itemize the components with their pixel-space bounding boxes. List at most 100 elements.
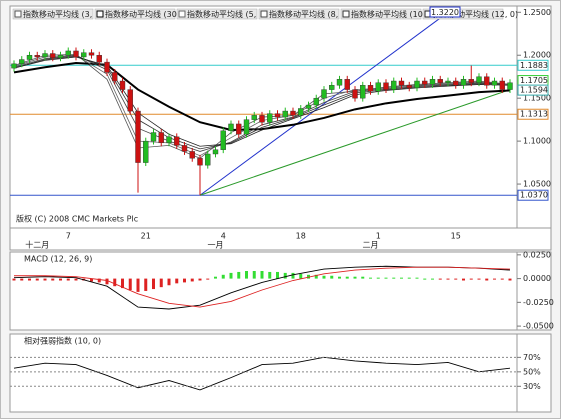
candle-body <box>321 89 327 99</box>
candle-body <box>104 61 110 73</box>
histogram-bar <box>167 278 171 286</box>
moving-average <box>13 56 511 147</box>
candle-body <box>127 89 133 112</box>
price-tag <box>517 108 549 120</box>
trendline <box>199 11 449 196</box>
candle-body <box>11 63 17 69</box>
candle-body <box>484 76 490 86</box>
candle-body <box>205 153 211 166</box>
histogram-bar <box>121 278 124 289</box>
candle-body <box>383 82 389 90</box>
histogram-bar <box>51 278 55 281</box>
price-tag <box>517 189 549 201</box>
candle-body <box>391 80 397 90</box>
candle-body <box>313 97 319 106</box>
legend-swatch <box>260 10 268 18</box>
histogram-bar <box>299 273 303 279</box>
histogram-bar <box>431 278 434 280</box>
candle-body <box>267 113 273 123</box>
candle-body <box>352 89 358 99</box>
histogram-bar <box>198 278 202 281</box>
y-tick-label: 0.0000 <box>523 274 551 283</box>
candle-body <box>150 132 157 142</box>
candle-body <box>290 110 296 116</box>
candle-body <box>453 80 459 86</box>
histogram-bar <box>276 271 279 279</box>
rsi-line <box>13 356 511 391</box>
histogram-bar <box>144 278 148 291</box>
candle-body <box>305 104 312 109</box>
candle-body <box>406 85 412 89</box>
legend-swatch <box>14 10 22 18</box>
moving-average <box>13 55 511 150</box>
x-tick-label: 7 <box>66 232 71 241</box>
plot-area <box>10 11 517 196</box>
legend-swatch <box>96 10 104 18</box>
legend-swatch <box>342 10 350 18</box>
price-tag <box>517 59 549 71</box>
legend-item[interactable] <box>258 8 340 20</box>
trendline-label: 1.3220 <box>431 8 459 17</box>
price-tag-label: 1.1705 <box>520 76 548 85</box>
candle-body <box>282 110 288 118</box>
candle-body <box>220 130 226 150</box>
histogram-bar <box>369 277 372 279</box>
histogram-bar <box>20 278 24 281</box>
histogram-bar <box>407 277 411 279</box>
histogram-bar <box>314 274 318 279</box>
month-label: 一月 <box>208 241 224 250</box>
candle-body <box>112 72 118 82</box>
candle-body <box>119 80 126 90</box>
candle-body <box>329 85 335 90</box>
month-label: 二月 <box>363 241 379 250</box>
candle-body <box>507 82 513 90</box>
histogram-bar <box>66 278 70 281</box>
candle-body <box>212 149 219 155</box>
candle-body <box>375 82 381 92</box>
x-tick-label: 4 <box>221 232 226 241</box>
histogram-bar <box>508 278 512 281</box>
candle-body <box>143 140 149 163</box>
candle-body <box>398 80 405 86</box>
histogram-bar <box>415 277 419 279</box>
x-tick-label: 21 <box>141 232 151 241</box>
candle-body <box>344 79 350 90</box>
candle-body <box>274 113 281 118</box>
histogram-bar <box>423 278 427 280</box>
trendline <box>199 89 511 196</box>
histogram-bar <box>229 272 233 279</box>
candle-body <box>476 76 482 83</box>
legend-label: 指数移动平均线 (12, 0) <box>433 9 518 19</box>
candle-body <box>42 53 48 58</box>
histogram-bar <box>237 271 241 279</box>
legend-item[interactable] <box>422 8 504 20</box>
candle-body <box>50 53 56 59</box>
legend-item[interactable] <box>94 8 176 20</box>
legend-label: 指数移动平均线 (30, 0) <box>105 9 190 19</box>
histogram-bar <box>322 275 326 279</box>
macd-line <box>14 266 511 308</box>
legend-item[interactable] <box>340 8 422 20</box>
histogram-bar <box>214 276 217 279</box>
price-tag-label: 1.1594 <box>520 86 548 95</box>
legend-item[interactable] <box>176 8 258 20</box>
candle-body <box>360 85 366 99</box>
candle-body <box>65 50 71 56</box>
histogram-bar <box>90 278 93 282</box>
month-label: 十二月 <box>25 240 49 250</box>
candle-body <box>73 50 79 58</box>
candle-body <box>81 52 87 58</box>
candle-body <box>57 55 64 59</box>
candle-body <box>336 79 343 86</box>
candle-body <box>135 110 141 163</box>
histogram-bar <box>462 278 465 281</box>
histogram-bar <box>345 276 349 279</box>
candle-body <box>437 79 443 83</box>
candle-body <box>236 123 242 135</box>
legend-item[interactable] <box>12 8 94 20</box>
histogram-bar <box>291 272 295 279</box>
y-tick-label: 0.0250 <box>523 250 551 259</box>
candle-body <box>445 80 451 83</box>
y-tick-label: 30% <box>523 382 541 391</box>
